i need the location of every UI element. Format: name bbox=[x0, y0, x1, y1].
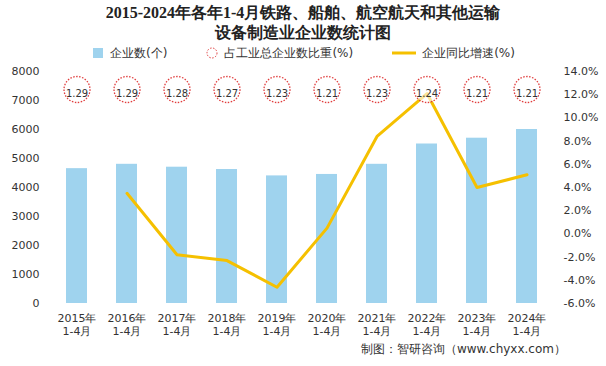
html-text:2015-2024年各年1-4月铁路、船舶、航空航天和其他运: 2015-2024年各年1-4月铁路、船舶、航空航天和其他运输 设备制造业企业数… bbox=[105, 4, 501, 41]
svg-text:1.24: 1.24 bbox=[416, 88, 438, 99]
html-text:企业同比增速(%): 企业同比增速(%) bbox=[422, 45, 515, 60]
svg-text:2016年1-4月: 2016年1-4月 bbox=[108, 312, 147, 338]
svg-text:12.0%: 12.0% bbox=[564, 88, 599, 101]
html-text:占工业总企业数比重(%): 占工业总企业数比重(%) bbox=[224, 45, 354, 60]
svg-text:2021年1-4月: 2021年1-4月 bbox=[358, 312, 397, 338]
svg-text:8.0%: 8.0% bbox=[564, 135, 592, 148]
svg-text:3000: 3000 bbox=[12, 210, 40, 223]
svg-text:2019年1-4月: 2019年1-4月 bbox=[258, 312, 297, 338]
svg-text:-6.0%: -6.0% bbox=[564, 297, 596, 310]
svg-text:2000: 2000 bbox=[12, 239, 40, 252]
svg-text:1.23: 1.23 bbox=[266, 88, 288, 99]
svg-text:0.0%: 0.0% bbox=[564, 227, 592, 240]
svg-text:2015年1-4月: 2015年1-4月 bbox=[58, 312, 97, 338]
svg-text:1.29: 1.29 bbox=[66, 88, 88, 99]
svg-text:1.21: 1.21 bbox=[316, 88, 338, 99]
svg-text:-4.0%: -4.0% bbox=[564, 274, 596, 287]
svg-text:14.0%: 14.0% bbox=[564, 65, 599, 78]
svg-text:1.29: 1.29 bbox=[116, 88, 138, 99]
svg-text:6.0%: 6.0% bbox=[564, 158, 592, 171]
svg-text:10.0%: 10.0% bbox=[564, 111, 599, 124]
svg-text:5000: 5000 bbox=[12, 152, 40, 165]
svg-text:4000: 4000 bbox=[12, 181, 40, 194]
svg-text:6000: 6000 bbox=[12, 123, 40, 136]
svg-text:1.27: 1.27 bbox=[216, 88, 238, 99]
svg-text:2017年1-4月: 2017年1-4月 bbox=[158, 312, 197, 338]
svg-text:8000: 8000 bbox=[12, 65, 40, 78]
svg-text:2018年1-4月: 2018年1-4月 bbox=[208, 312, 247, 338]
svg-text:2020年1-4月: 2020年1-4月 bbox=[308, 312, 347, 338]
svg-text:4.0%: 4.0% bbox=[564, 181, 592, 194]
svg-text:0: 0 bbox=[33, 297, 40, 310]
svg-text:2022年1-4月: 2022年1-4月 bbox=[408, 312, 447, 338]
svg-text:-2.0%: -2.0% bbox=[564, 251, 596, 264]
svg-text:1.23: 1.23 bbox=[366, 88, 388, 99]
svg-text:2024年1-4月: 2024年1-4月 bbox=[508, 312, 547, 338]
svg-text:2.0%: 2.0% bbox=[564, 204, 592, 217]
svg-text:1.21: 1.21 bbox=[466, 88, 488, 99]
html-text:制图：智研咨询（www.chyxx.com）: 制图：智研咨询（www.chyxx.com） bbox=[360, 342, 566, 356]
svg-text:2023年1-4月: 2023年1-4月 bbox=[458, 312, 497, 338]
svg-text:1.28: 1.28 bbox=[166, 88, 188, 99]
svg-text:7000: 7000 bbox=[12, 94, 40, 107]
svg-text:1000: 1000 bbox=[12, 268, 40, 281]
svg-text:1.21: 1.21 bbox=[516, 88, 538, 99]
html-text:企业数(个): 企业数(个) bbox=[110, 45, 168, 60]
